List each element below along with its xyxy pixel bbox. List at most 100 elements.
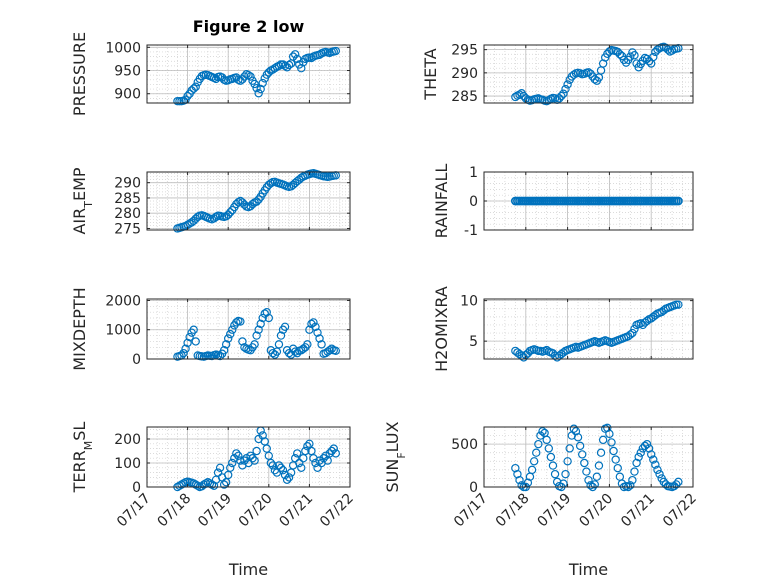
data-point [240, 456, 249, 465]
data-point [544, 444, 553, 453]
data-point [250, 79, 259, 89]
axes-box [483, 44, 694, 104]
data-point [534, 439, 543, 449]
data-point [228, 325, 237, 334]
data-point [584, 475, 593, 485]
data-point [295, 458, 304, 468]
data-point [630, 467, 639, 476]
data-point [203, 478, 213, 487]
data-point [653, 465, 662, 475]
data-point [586, 481, 595, 490]
data-point [268, 348, 278, 358]
data-point [293, 449, 302, 458]
data-point [613, 463, 622, 473]
data-point [673, 196, 683, 206]
axes-box [146, 171, 351, 231]
y-tick-label: 1 [469, 165, 478, 181]
data-point [559, 348, 568, 357]
data-point [221, 340, 231, 349]
data-point [532, 448, 541, 457]
data-point [628, 475, 637, 485]
y-axis-label: RAINFALL [432, 164, 451, 239]
y-tick-label: 900 [114, 87, 141, 103]
data-point [598, 435, 608, 445]
data-point [211, 212, 221, 222]
data-point [550, 469, 560, 479]
data-point [642, 316, 652, 326]
data-point [290, 454, 300, 463]
y-tick-label: 295 [451, 43, 478, 59]
data-point [321, 451, 330, 460]
data-point [232, 449, 241, 458]
data-point [274, 461, 284, 470]
data-point [555, 94, 564, 103]
data-point [215, 463, 225, 472]
data-point [592, 472, 602, 481]
data-point [659, 306, 668, 315]
y-tick-label: 285 [451, 89, 478, 105]
data-point [258, 431, 267, 440]
data-point [557, 91, 566, 101]
data-point [626, 52, 635, 61]
data-point [246, 72, 255, 81]
data-point [630, 324, 639, 334]
data-point [642, 439, 652, 449]
y-tick-label: 100 [114, 456, 141, 472]
data-point [644, 57, 654, 66]
data-point [607, 438, 616, 447]
data-point [215, 351, 225, 361]
data-point [674, 300, 683, 309]
data-point [638, 444, 648, 453]
data-point [317, 340, 326, 349]
y-tick-label: 0 [469, 480, 478, 496]
data-point [282, 475, 292, 484]
data-point [315, 456, 324, 465]
axes-box [146, 298, 351, 360]
data-point [252, 446, 261, 456]
data-point [199, 480, 209, 489]
data-point [270, 63, 280, 73]
data-point [284, 473, 294, 482]
axes-box [146, 426, 351, 488]
axes-box [483, 426, 694, 488]
y-tick-label: 285 [114, 191, 141, 207]
y-tick-label: 1000 [105, 323, 141, 339]
x-axis-label: Time [568, 560, 608, 579]
data-point [234, 451, 243, 460]
data-point [181, 344, 190, 353]
data-point [649, 455, 658, 464]
data-point [280, 322, 290, 332]
data-point [238, 337, 247, 346]
data-point [594, 461, 604, 470]
data-point [536, 431, 545, 440]
data-point [309, 318, 318, 327]
data-point [278, 466, 288, 475]
y-tick-label: 0 [132, 480, 141, 496]
data-point [262, 307, 271, 317]
data-point [193, 481, 202, 490]
data-point [542, 345, 551, 355]
data-point [226, 463, 235, 472]
y-axis-label: TERRMSL [70, 422, 95, 494]
data-point [242, 454, 251, 463]
data-point [315, 334, 324, 343]
y-tick-label: 275 [114, 221, 141, 237]
data-point [331, 449, 340, 458]
data-point [590, 75, 599, 84]
data-point [573, 433, 583, 442]
y-tick-label: 290 [451, 66, 478, 82]
data-point [284, 60, 294, 70]
data-point [246, 451, 255, 460]
data-point [244, 70, 253, 80]
axes-box [146, 44, 351, 104]
data-point [250, 456, 259, 465]
y-axis-label: AIRTEMP [70, 167, 95, 234]
data-point [674, 477, 683, 487]
data-point [331, 46, 340, 56]
y-axis-label: H2OMIXRA [432, 286, 451, 372]
data-point [663, 45, 673, 54]
data-point [630, 51, 639, 60]
data-point [264, 313, 273, 323]
data-point [179, 348, 188, 358]
